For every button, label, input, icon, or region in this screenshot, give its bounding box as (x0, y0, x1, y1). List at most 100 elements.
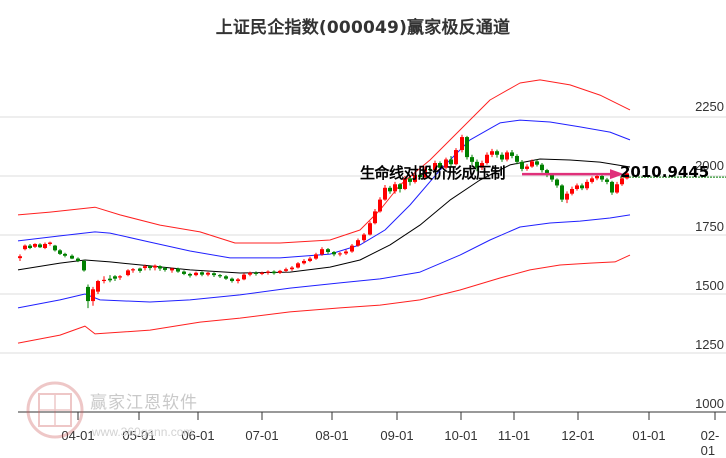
band-upper_inner (17, 119, 631, 259)
candle-body (460, 137, 464, 151)
candle-body (38, 244, 42, 248)
candle-body (148, 266, 152, 269)
candle-body (91, 289, 95, 302)
x-tick-08-01: 08-01 (315, 428, 349, 443)
candle-body (158, 266, 162, 269)
candle-body (86, 286, 90, 302)
candle-body (438, 163, 442, 168)
candle-body (338, 253, 342, 255)
candle-body (423, 168, 427, 178)
candle-body (475, 161, 479, 168)
candle-body (495, 151, 499, 155)
x-tick-01-01: 01-01 (632, 428, 666, 443)
candle-body (320, 249, 324, 255)
candle-body (113, 276, 117, 279)
candle-body (625, 173, 629, 179)
candle-body (194, 272, 198, 276)
candle-body (230, 278, 234, 282)
candle-body (356, 240, 360, 246)
candle-body (615, 184, 619, 193)
candle-body (278, 270, 282, 273)
candle-body (242, 274, 246, 280)
candle-body (403, 178, 407, 189)
watermark-text: 赢家江恩软件 (90, 393, 198, 413)
candle-body (82, 260, 86, 271)
watermark-url: www.360gann.com (92, 425, 194, 439)
band-upper_outer (17, 79, 631, 244)
candle-body (308, 258, 312, 261)
band-lower_outer (17, 254, 631, 344)
candle-body (505, 152, 509, 160)
candle-body (418, 174, 422, 178)
candle-body (449, 159, 453, 165)
candle-body (206, 272, 210, 275)
candle-body (28, 245, 32, 248)
candle-body (362, 234, 366, 241)
candle-body (444, 159, 448, 168)
band-middle (17, 158, 631, 274)
candle-body (48, 242, 52, 244)
watermark-seal-icon (26, 381, 84, 439)
candle-body (126, 270, 130, 276)
candle-body (163, 268, 167, 270)
candle-body (108, 278, 112, 281)
candle-body (580, 185, 584, 189)
candle-body (465, 137, 469, 158)
y-tick-1500: 1500 (695, 278, 724, 293)
candle-body (413, 174, 417, 182)
candle-body (378, 199, 382, 212)
candle-body (393, 184, 397, 192)
candle-body (344, 251, 348, 254)
candle-body (555, 179, 559, 186)
candle-body (18, 256, 22, 259)
candle-body (454, 150, 458, 165)
candle-body (23, 245, 27, 250)
candle-body (272, 271, 276, 274)
candle-body (58, 250, 62, 254)
candle-body (470, 157, 474, 162)
x-tick-12-01: 12-01 (561, 428, 595, 443)
candle-body (368, 223, 372, 235)
candle-body (373, 211, 377, 224)
arrow-head-icon (610, 169, 624, 180)
candle-body (296, 263, 300, 268)
candle-body (53, 245, 57, 251)
y-tick-1250: 1250 (695, 337, 724, 352)
candle-body (153, 265, 157, 268)
candle-body (525, 166, 529, 169)
candle-body (143, 266, 147, 269)
candle-body (428, 168, 432, 171)
candle-body (575, 185, 579, 189)
candle-body (480, 163, 484, 168)
candle-body (530, 161, 534, 167)
candle-body (545, 170, 549, 175)
candle-body (302, 260, 306, 264)
y-tick-1000: 1000 (695, 396, 724, 411)
candle-body (200, 272, 204, 275)
band-lower_inner (17, 214, 631, 309)
x-tick-11-01: 11-01 (497, 428, 531, 443)
candle-body (332, 251, 336, 255)
x-tick-07-01: 07-01 (245, 428, 279, 443)
candle-body (131, 269, 135, 271)
candle-body (605, 179, 609, 182)
candle-body (485, 154, 489, 164)
candle-body (590, 178, 594, 182)
candle-body (138, 268, 142, 271)
candle-body (570, 188, 574, 194)
candle-body (500, 154, 504, 160)
candle-body (96, 281, 100, 292)
candle-body (433, 163, 437, 171)
candle-body (388, 187, 392, 192)
candle-body (182, 271, 186, 274)
x-tick-04-01: 04-01 (61, 428, 95, 443)
candle-body (70, 255, 74, 259)
candle-body (218, 275, 222, 277)
candle-body (266, 271, 270, 273)
candle-body (254, 272, 258, 274)
x-tick-02-01: 02-01 (700, 428, 720, 458)
candle-body (620, 178, 624, 185)
candle-body (76, 258, 80, 261)
candle-body (176, 268, 180, 272)
